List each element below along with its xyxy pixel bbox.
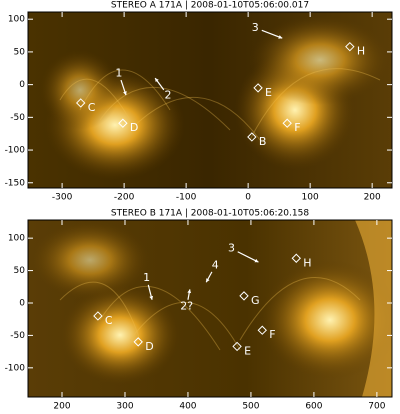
arrow-label: 1 bbox=[143, 271, 150, 284]
marker-label: E bbox=[244, 344, 251, 357]
x-tick-label: 700 bbox=[368, 402, 385, 412]
x-tick-label: 100 bbox=[302, 193, 319, 203]
y-tick-label: 50 bbox=[14, 47, 26, 57]
marker bbox=[291, 253, 301, 263]
arrow-label: 3 bbox=[252, 21, 259, 34]
marker bbox=[118, 118, 128, 128]
y-tick-label: -100 bbox=[5, 363, 26, 373]
marker-label: H bbox=[303, 256, 311, 269]
marker-label: F bbox=[294, 121, 300, 134]
marker bbox=[345, 41, 355, 52]
marker-label: C bbox=[105, 314, 113, 327]
y-tick-label: 50 bbox=[14, 266, 26, 276]
marker-label: G bbox=[251, 294, 260, 307]
marker bbox=[239, 291, 249, 301]
marker bbox=[253, 83, 263, 93]
marker bbox=[232, 341, 242, 352]
x-tick-label: -100 bbox=[176, 193, 197, 203]
x-tick-label: 600 bbox=[305, 402, 322, 412]
image-panel bbox=[28, 220, 392, 397]
arrow bbox=[237, 251, 259, 263]
image-panel bbox=[28, 12, 392, 188]
marker bbox=[282, 118, 292, 128]
arrow bbox=[261, 29, 283, 39]
arrow-head bbox=[187, 289, 192, 294]
x-tick-label: -200 bbox=[114, 193, 135, 203]
x-tick-label: 200 bbox=[364, 193, 381, 203]
arrow-label: 2 bbox=[164, 88, 171, 101]
arrow-label: 1 bbox=[115, 66, 122, 79]
plot-frame bbox=[27, 11, 393, 189]
arrow-head bbox=[206, 278, 210, 283]
arrow-label: 3 bbox=[228, 242, 235, 255]
arrow-head bbox=[149, 295, 154, 300]
arrow-head bbox=[123, 91, 127, 96]
y-tick-label: -150 bbox=[5, 178, 26, 188]
marker-label: B bbox=[259, 135, 267, 148]
marker bbox=[76, 98, 86, 108]
marker-label: H bbox=[357, 45, 365, 58]
plot-frame bbox=[27, 219, 393, 398]
y-tick-label: 0 bbox=[19, 80, 25, 90]
marker bbox=[247, 132, 257, 142]
marker-label: D bbox=[130, 121, 138, 134]
x-tick-label: 500 bbox=[242, 402, 259, 412]
arrow-head bbox=[278, 35, 283, 39]
marker-label: C bbox=[88, 101, 96, 114]
arrow-head bbox=[155, 78, 159, 83]
x-tick-label: -300 bbox=[52, 193, 73, 203]
y-tick-label: -50 bbox=[10, 331, 25, 341]
marker bbox=[93, 311, 103, 321]
x-tick-label: 200 bbox=[53, 402, 70, 412]
marker bbox=[133, 337, 143, 347]
chart-title: STEREO A 171A | 2008-01-10T05:06:00.017 bbox=[111, 1, 309, 11]
x-tick-label: 300 bbox=[116, 402, 133, 412]
y-tick-label: 100 bbox=[8, 15, 25, 25]
arrow-label: 4 bbox=[212, 259, 219, 272]
chart-title: STEREO B 171A | 2008-01-10T05:06:20.158 bbox=[111, 209, 309, 219]
marker-label: F bbox=[269, 328, 275, 341]
marker bbox=[257, 325, 267, 335]
marker-label: D bbox=[145, 340, 153, 353]
marker-label: E bbox=[265, 86, 272, 99]
y-tick-label: 100 bbox=[8, 234, 25, 244]
y-tick-label: 0 bbox=[19, 298, 25, 308]
arrow-head bbox=[254, 258, 259, 263]
x-tick-label: 400 bbox=[179, 402, 196, 412]
arrow-label: 2? bbox=[180, 300, 193, 313]
y-tick-label: -100 bbox=[5, 146, 26, 156]
x-tick-label: 0 bbox=[245, 193, 251, 203]
y-tick-label: -50 bbox=[10, 113, 25, 123]
